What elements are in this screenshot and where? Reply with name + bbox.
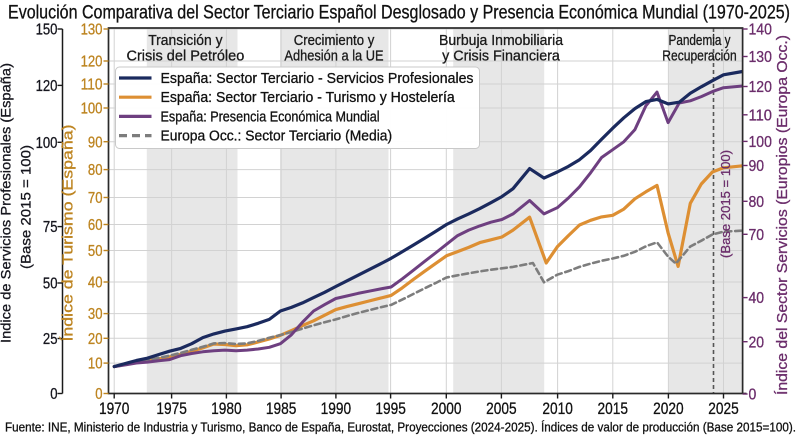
svg-text:0: 0 <box>95 386 103 403</box>
svg-text:25: 25 <box>43 331 58 348</box>
svg-text:Índice del Sector Servicios (E: Índice del Sector Servicios (Europios (E… <box>774 35 791 395</box>
svg-text:Adhesión a la UE: Adhesión a la UE <box>284 49 383 65</box>
svg-text:Transición y: Transición y <box>148 33 223 49</box>
svg-text:110: 110 <box>81 77 103 94</box>
svg-text:Fuente: INE, Ministerio de Ind: Fuente: INE, Ministerio de Industria y T… <box>5 420 796 435</box>
svg-text:20: 20 <box>88 331 103 348</box>
svg-text:1970: 1970 <box>99 399 130 418</box>
svg-text:1980: 1980 <box>211 399 242 418</box>
svg-text:130: 130 <box>81 22 103 39</box>
svg-text:1985: 1985 <box>266 399 297 418</box>
svg-text:140: 140 <box>749 22 773 39</box>
svg-text:(Base 2015 = 100): (Base 2015 = 100) <box>18 145 34 269</box>
svg-text:Evolución Comparativa del Sect: Evolución Comparativa del Sector Terciar… <box>8 3 790 24</box>
svg-text:Índice de Turismo (España): Índice de Turismo (España) <box>60 125 77 342</box>
svg-text:40: 40 <box>749 290 765 307</box>
svg-text:1990: 1990 <box>321 399 352 418</box>
svg-text:Índice de Servicios Profesiona: Índice de Servicios Profesionales (Españ… <box>0 63 14 343</box>
svg-text:150: 150 <box>36 22 58 39</box>
svg-text:60: 60 <box>88 217 103 234</box>
svg-text:Crisis del Petróleo: Crisis del Petróleo <box>126 49 244 65</box>
svg-text:20: 20 <box>749 334 765 351</box>
svg-text:90: 90 <box>749 158 765 175</box>
svg-text:130: 130 <box>749 49 773 66</box>
svg-text:2025: 2025 <box>708 399 739 418</box>
svg-text:Crecimiento y: Crecimiento y <box>294 33 375 49</box>
svg-text:80: 80 <box>88 162 103 179</box>
svg-text:España: Sector Terciario - Ser: España: Sector Terciario - Servicios Pro… <box>161 71 474 87</box>
svg-text:120: 120 <box>36 78 58 95</box>
svg-text:90: 90 <box>88 134 103 151</box>
svg-text:40: 40 <box>88 275 103 292</box>
svg-text:0: 0 <box>749 387 757 404</box>
svg-text:Recuperación: Recuperación <box>662 49 736 65</box>
svg-text:Burbuja Inmobiliaria: Burbuja Inmobiliaria <box>439 33 564 49</box>
svg-text:120: 120 <box>81 54 103 71</box>
svg-text:España: Presencia Económica Mu: España: Presencia Económica Mundial <box>161 109 380 125</box>
svg-text:110: 110 <box>749 107 773 124</box>
svg-text:100: 100 <box>749 134 773 151</box>
svg-text:70: 70 <box>88 190 103 207</box>
svg-text:1975: 1975 <box>156 399 187 418</box>
svg-text:2010: 2010 <box>542 399 573 418</box>
svg-text:Pandemia y: Pandemia y <box>669 33 732 49</box>
svg-text:50: 50 <box>88 243 103 260</box>
svg-text:y Crisis Financiera: y Crisis Financiera <box>442 49 561 65</box>
svg-text:75: 75 <box>43 219 58 236</box>
svg-text:70: 70 <box>749 227 765 244</box>
svg-text:120: 120 <box>749 79 773 96</box>
svg-text:España: Sector Terciario - Tur: España: Sector Terciario - Turismo y Hos… <box>161 90 456 106</box>
svg-text:2020: 2020 <box>653 399 684 418</box>
svg-text:2015: 2015 <box>598 399 629 418</box>
svg-text:2000: 2000 <box>431 399 462 418</box>
svg-text:100: 100 <box>36 135 58 152</box>
svg-text:Europa Occ.: Sector Terciario: Europa Occ.: Sector Terciario (Media) <box>161 129 393 145</box>
svg-text:10: 10 <box>88 356 103 373</box>
svg-text:0: 0 <box>50 386 58 403</box>
svg-text:(Base 2015 = 100): (Base 2015 = 100) <box>718 150 733 258</box>
svg-text:1995: 1995 <box>375 399 406 418</box>
svg-text:30: 30 <box>88 306 103 323</box>
svg-text:50: 50 <box>43 276 58 293</box>
svg-text:2005: 2005 <box>486 399 517 418</box>
svg-text:100: 100 <box>81 101 103 118</box>
svg-text:80: 80 <box>749 194 765 211</box>
